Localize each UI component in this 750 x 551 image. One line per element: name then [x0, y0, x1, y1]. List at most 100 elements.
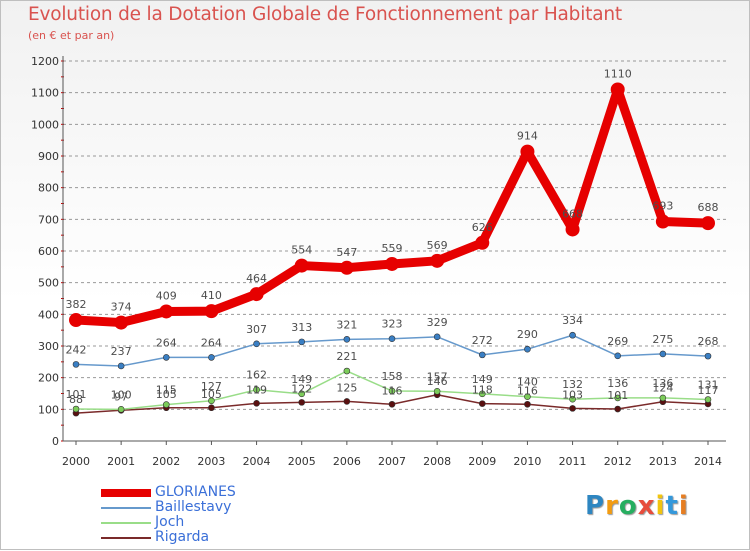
data-label-glorianes-2001: 374: [111, 301, 132, 314]
point-glorianes-2014: [701, 216, 715, 231]
chart-title: Evolution de la Dotation Globale de Fonc…: [28, 4, 622, 25]
y-tick-label-800: 800: [38, 182, 59, 195]
data-label-glorianes-2012: 1110: [604, 68, 632, 81]
data-label-glorianes-2014: 688: [698, 201, 719, 214]
data-label-rigarda-2004: 119: [246, 383, 267, 396]
data-label-rigarda-2010: 116: [517, 384, 538, 397]
data-label-glorianes-2006: 547: [336, 246, 357, 259]
point-glorianes-2009: [475, 235, 490, 250]
point-baillestavy-2005: [298, 338, 306, 346]
point-joch-2009: [478, 390, 486, 398]
x-tick-label-2006: 2006: [333, 455, 361, 468]
point-baillestavy-2013: [659, 350, 667, 358]
data-label-baillestavy-2013: 275: [652, 333, 673, 346]
data-label-joch-2002: 115: [156, 384, 177, 397]
data-label-rigarda-2013: 124: [652, 382, 673, 395]
data-label-baillestavy-2012: 269: [607, 335, 628, 348]
point-glorianes-2010: [520, 144, 535, 159]
data-label-baillestavy-2000: 242: [66, 343, 87, 356]
data-label-rigarda-2008: 146: [427, 375, 448, 388]
point-joch-2006: [343, 367, 351, 375]
point-joch-2001: [117, 406, 125, 413]
logo-letter: o: [618, 491, 638, 521]
data-label-joch-2001: 100: [111, 388, 132, 401]
data-label-baillestavy-2002: 264: [156, 336, 177, 349]
series-lines: [69, 82, 715, 417]
data-label-glorianes-2005: 554: [291, 244, 312, 257]
x-tick-label-2012: 2012: [604, 455, 632, 468]
data-label-glorianes-2003: 410: [201, 289, 222, 302]
x-tick-label-2007: 2007: [378, 455, 406, 468]
point-rigarda-2011: [569, 405, 576, 412]
point-baillestavy-2008: [433, 333, 441, 341]
data-label-glorianes-2009: 626: [472, 221, 493, 234]
legend: GLORIANES Baillestavy Joch Rigarda: [101, 485, 236, 545]
legend-swatch-glorianes: [101, 488, 151, 497]
point-rigarda-2010: [524, 400, 531, 408]
x-tick-label-2001: 2001: [107, 455, 135, 468]
data-label-baillestavy-2011: 334: [562, 314, 583, 327]
point-glorianes-2006: [339, 260, 354, 275]
point-glorianes-2005: [294, 258, 309, 273]
point-rigarda-2003: [208, 404, 215, 412]
point-glorianes-2004: [249, 287, 264, 302]
point-glorianes-2013: [655, 214, 670, 229]
legend-item-rigarda[interactable]: Rigarda: [101, 530, 236, 545]
logo-letter: i: [655, 491, 666, 521]
point-glorianes-2000: [69, 313, 83, 328]
data-label-glorianes-2004: 464: [246, 272, 267, 285]
data-label-glorianes-2008: 569: [427, 239, 448, 252]
data-label-joch-2006: 221: [336, 350, 357, 363]
y-tick-label-700: 700: [38, 213, 59, 226]
point-joch-2010: [524, 393, 531, 400]
point-baillestavy-2007: [388, 335, 396, 343]
y-tick-label-600: 600: [38, 245, 59, 258]
point-baillestavy-2009: [478, 351, 486, 359]
data-label-joch-2008: 157: [427, 370, 448, 383]
y-tick-label-300: 300: [38, 340, 59, 353]
data-label-baillestavy-2009: 272: [472, 334, 493, 347]
data-label-rigarda-2009: 118: [472, 384, 493, 397]
legend-item-joch[interactable]: Joch: [101, 515, 236, 530]
point-baillestavy-2012: [614, 352, 622, 360]
series-line-glorianes: [71, 85, 713, 328]
y-tick-label-1000: 1000: [31, 118, 59, 131]
data-label-baillestavy-2001: 237: [111, 345, 132, 358]
data-label-rigarda-2011: 103: [562, 388, 583, 401]
point-baillestavy-2006: [343, 336, 351, 343]
data-label-joch-2010: 140: [517, 376, 538, 389]
legend-item-glorianes[interactable]: GLORIANES: [101, 485, 236, 500]
data-label-baillestavy-2010: 290: [517, 328, 538, 341]
data-label-rigarda-2007: 116: [382, 384, 403, 397]
legend-item-baillestavy[interactable]: Baillestavy: [101, 500, 236, 515]
logo-letter: i: [678, 491, 689, 521]
point-baillestavy-2011: [569, 331, 576, 339]
point-joch-2002: [162, 401, 170, 408]
data-label-joch-2003: 127: [201, 380, 222, 393]
chart-subtitle: (en € et par an): [28, 29, 115, 42]
data-label-rigarda-2006: 125: [336, 381, 357, 394]
point-joch-2000: [72, 405, 80, 413]
x-tick-label-2013: 2013: [649, 455, 677, 468]
legend-label-glorianes: GLORIANES: [155, 484, 236, 500]
point-rigarda-2012: [614, 405, 622, 413]
y-tick-label-100: 100: [38, 403, 59, 416]
data-label-joch-2013: 136: [652, 377, 673, 390]
x-tick-label-2008: 2008: [423, 455, 451, 468]
data-label-glorianes-2010: 914: [517, 130, 538, 143]
y-tick-label-400: 400: [38, 308, 59, 321]
x-tick-label-2004: 2004: [243, 455, 271, 468]
data-label-joch-2012: 136: [607, 377, 628, 390]
legend-swatch-rigarda: [101, 536, 151, 539]
point-baillestavy-2003: [208, 354, 215, 361]
point-joch-2004: [253, 386, 260, 394]
point-joch-2012: [614, 394, 622, 402]
point-joch-2013: [659, 394, 667, 402]
data-label-baillestavy-2014: 268: [698, 335, 719, 348]
data-label-joch-2005: 149: [291, 373, 312, 386]
point-baillestavy-2010: [524, 345, 531, 353]
data-label-rigarda-2003: 105: [201, 388, 222, 401]
point-baillestavy-2002: [162, 354, 170, 361]
